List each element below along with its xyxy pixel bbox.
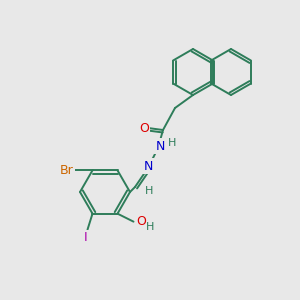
Text: Br: Br — [60, 164, 74, 177]
Text: I: I — [84, 231, 87, 244]
Text: O: O — [139, 122, 149, 134]
Text: N: N — [155, 140, 165, 152]
Text: O: O — [136, 215, 146, 228]
Text: N: N — [143, 160, 153, 172]
Text: H: H — [145, 186, 153, 196]
Text: H: H — [146, 222, 155, 232]
Text: H: H — [168, 138, 176, 148]
